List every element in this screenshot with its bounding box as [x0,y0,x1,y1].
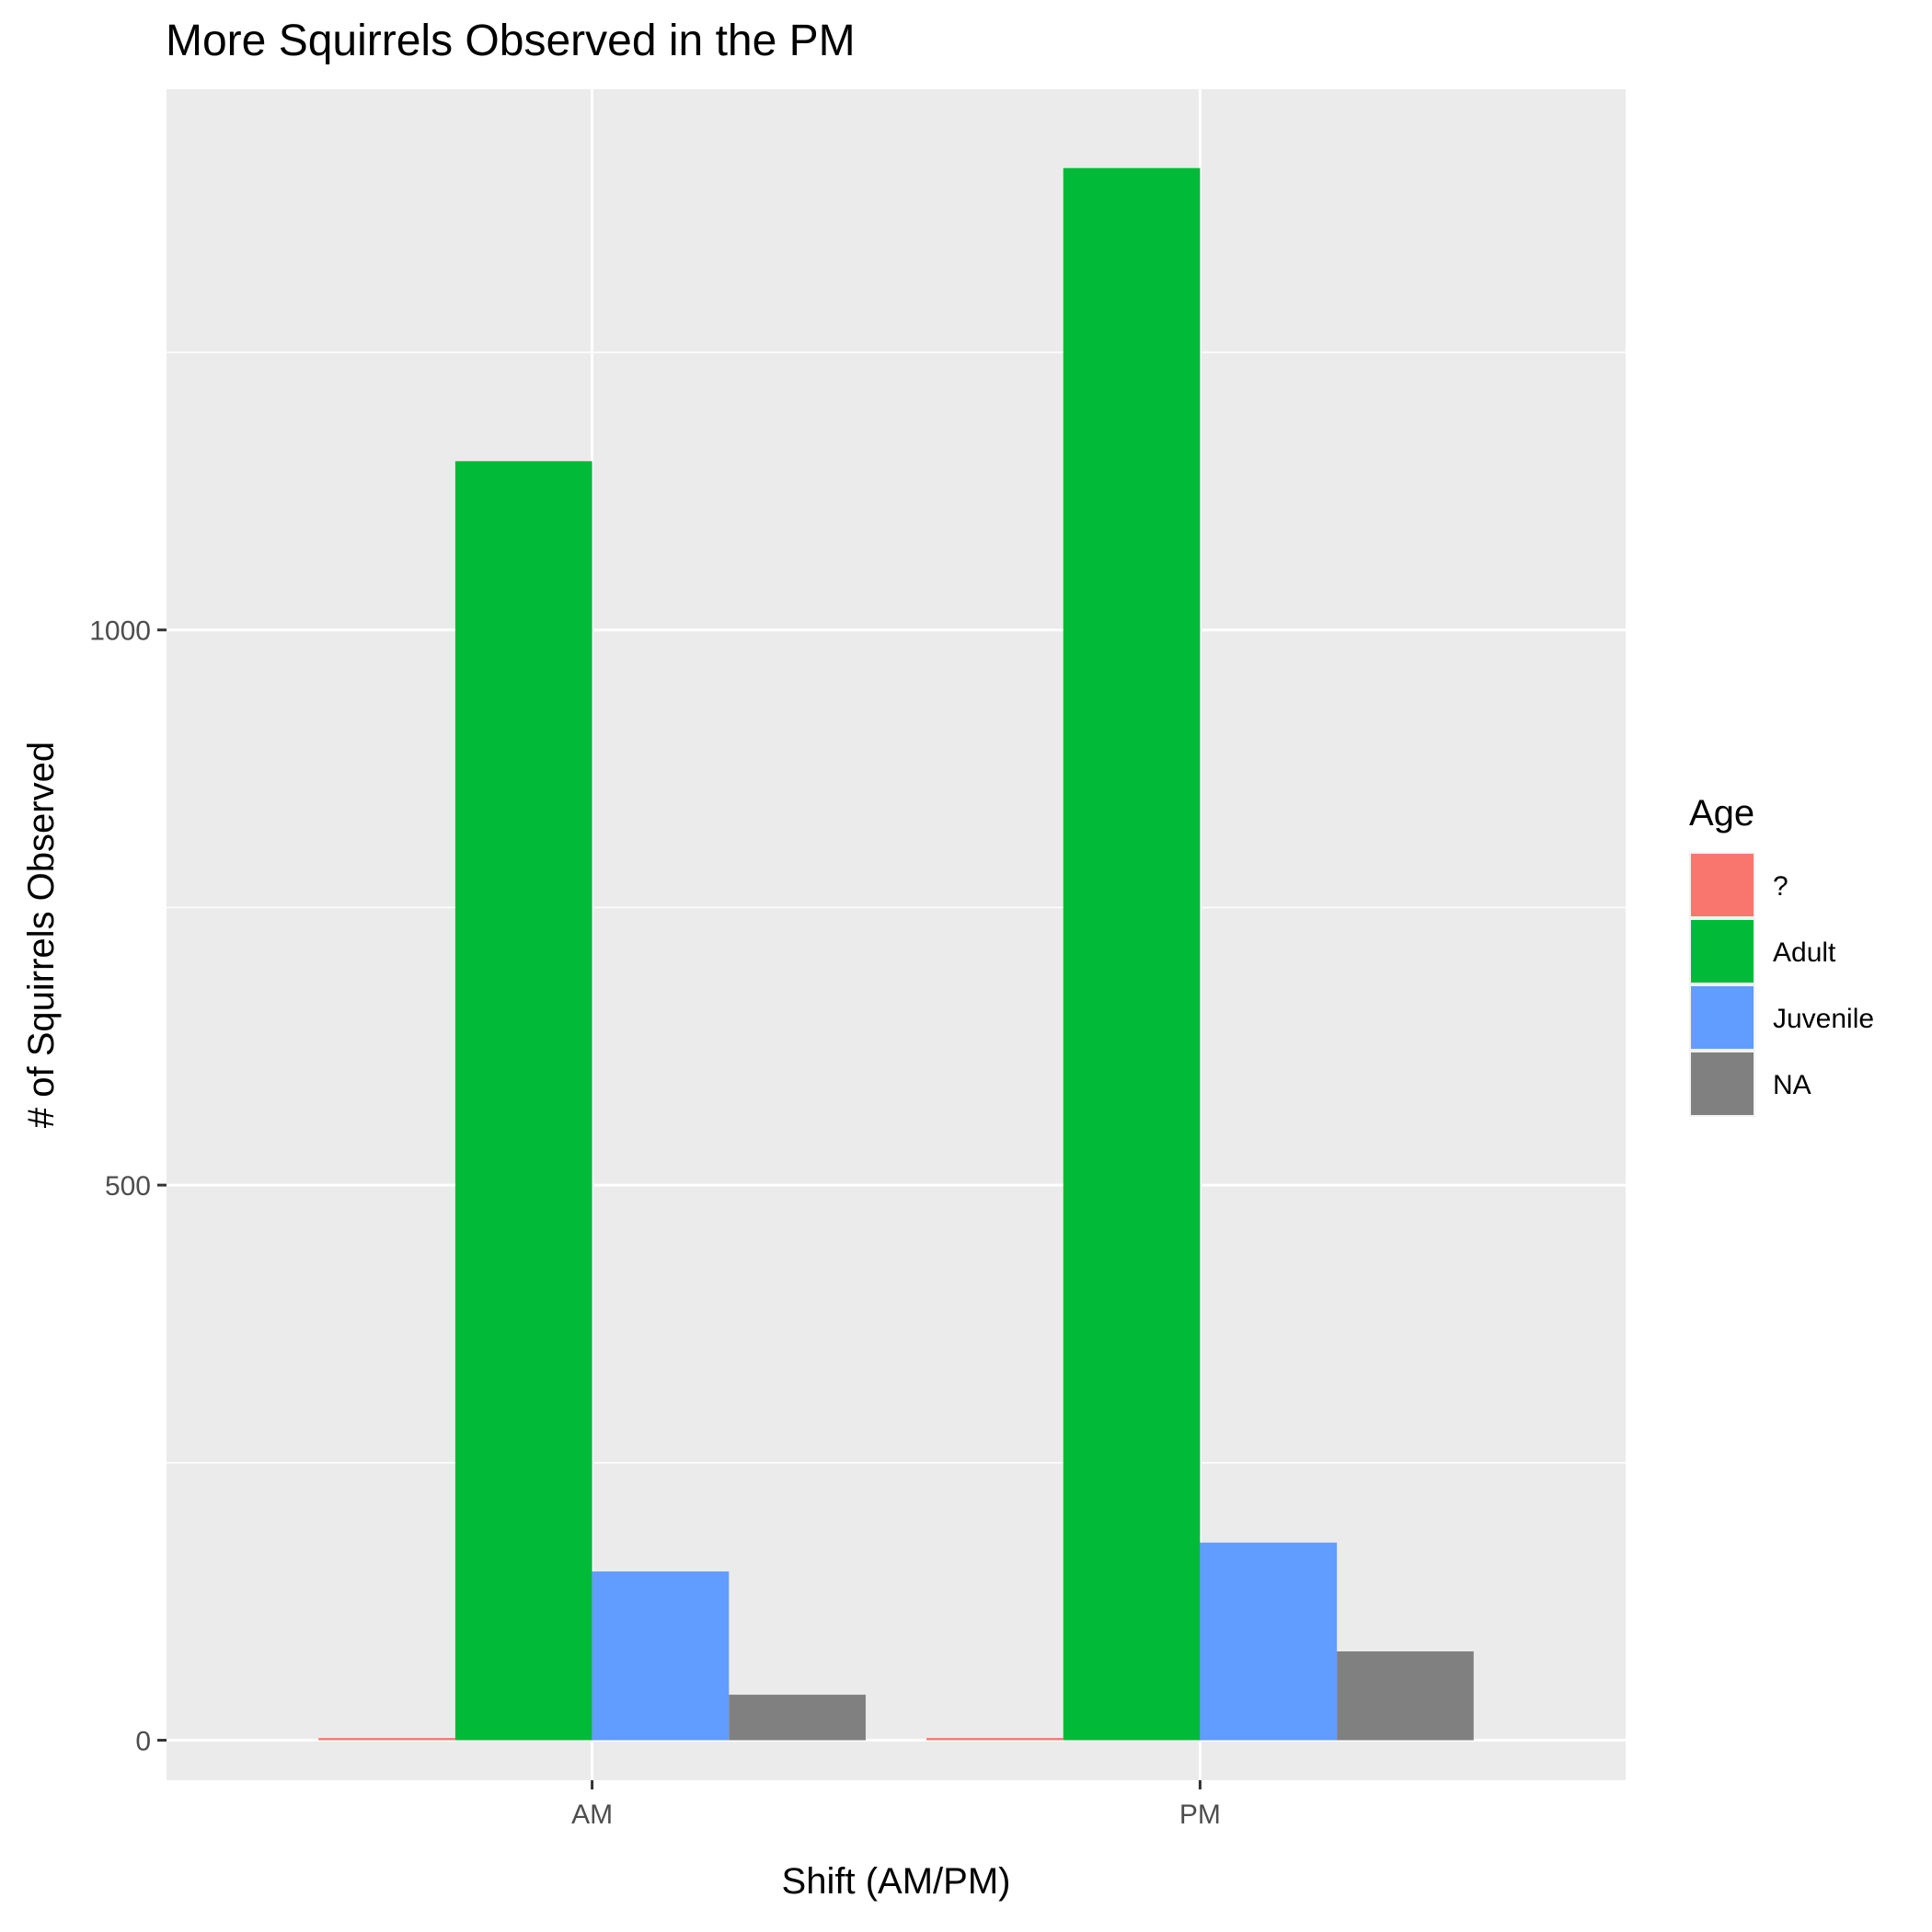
bar-am-unknown [318,1738,455,1741]
y-axis: 0 500 1000 [89,616,167,1757]
legend-swatch [1691,854,1754,916]
bar-pm-na [1337,1651,1474,1741]
y-tick-label: 500 [105,1171,151,1202]
legend-label: NA [1773,1070,1811,1100]
bar-am-juvenile [592,1571,730,1741]
bar-pm-unknown [926,1738,1064,1741]
legend-swatch [1691,920,1754,983]
x-axis-title: Shift (AM/PM) [782,1861,1011,1902]
plot-panel [167,89,1626,1780]
bar-am-adult [454,461,592,1741]
legend-swatch [1691,1052,1754,1115]
bar-pm-juvenile [1200,1542,1338,1741]
legend-title: Age [1689,793,1754,834]
bar-pm-adult [1063,167,1201,1741]
y-tick-label: 0 [135,1727,151,1757]
y-axis-title: # of Squirrels Observed [21,742,62,1128]
legend-label: Adult [1773,937,1836,968]
bars [318,167,1474,1741]
x-axis: AM PM [571,1780,1221,1830]
chart-title: More Squirrels Observed in the PM [166,17,856,65]
legend: Age ? Adult Juvenile NA [1689,793,1874,1117]
x-tick-label: PM [1179,1800,1221,1830]
legend-swatch [1691,986,1754,1049]
y-tick-label: 1000 [89,616,151,647]
legend-label: Juvenile [1773,1004,1874,1034]
bar-am-na [729,1695,866,1741]
x-tick-label: AM [571,1800,613,1830]
legend-label: ? [1773,871,1788,902]
